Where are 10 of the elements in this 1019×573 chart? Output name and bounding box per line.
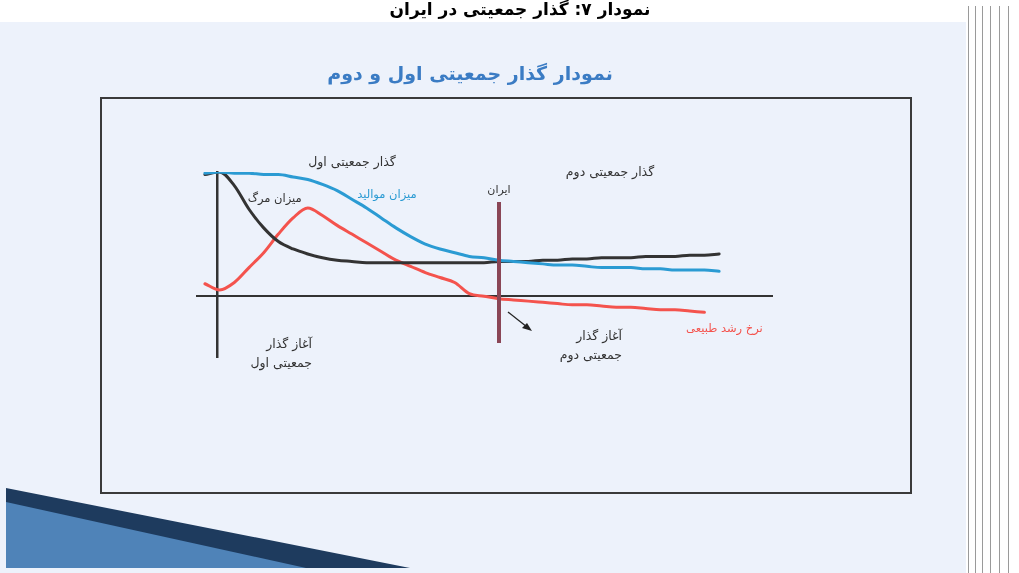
text: گذار جمعیتی اول [307, 153, 397, 171]
chart-title: نمودار گذار جمعیتی اول و دوم [326, 62, 614, 84]
series-label: میزان موالید [357, 186, 417, 202]
series-label: نرخ رشد طبیعی [686, 321, 763, 337]
annotation: گذار جمعیتی دوم [564, 163, 656, 181]
series-label: میزان مرگ [247, 190, 302, 206]
text: آغاز گذار جمعیتی دوم [558, 327, 622, 364]
annotation: ایران [486, 182, 512, 198]
text: آغاز گذار جمعیتی اول [249, 335, 312, 372]
text: نمودار ۷: گذار جمعیتی در ایران [388, 0, 652, 19]
